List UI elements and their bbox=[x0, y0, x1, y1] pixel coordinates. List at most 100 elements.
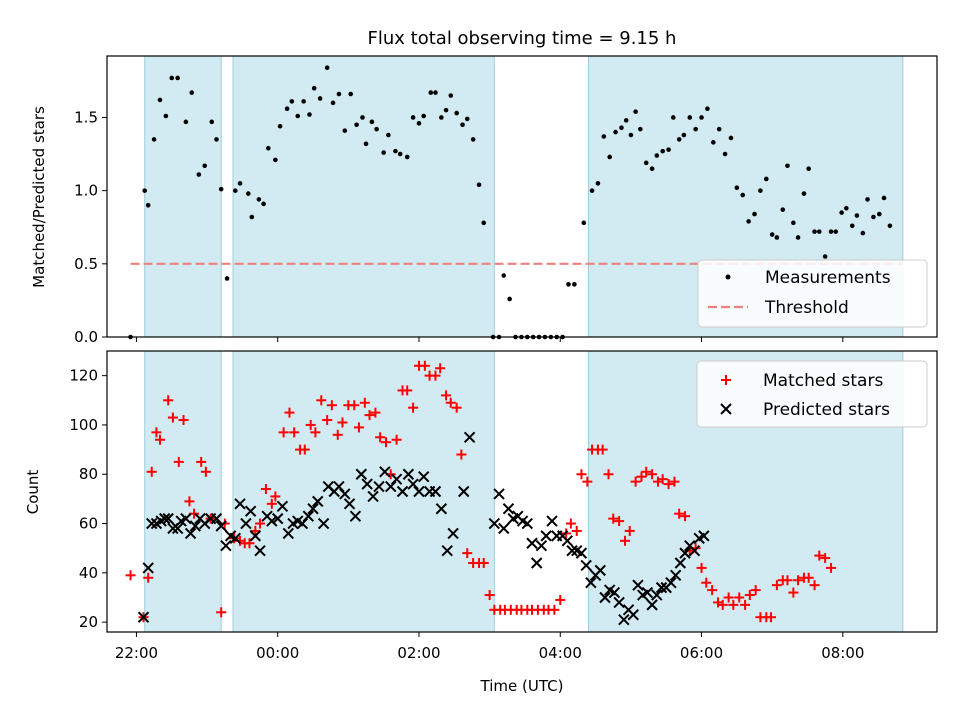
matched-star-point bbox=[167, 412, 178, 423]
matched-star-point bbox=[200, 466, 211, 477]
predicted-star-point bbox=[254, 544, 266, 557]
measurement-point bbox=[209, 119, 215, 125]
matched-star-point bbox=[582, 476, 593, 487]
observing-interval bbox=[232, 55, 495, 338]
x-tick-label: 06:00 bbox=[680, 644, 723, 662]
matched-star-point bbox=[788, 587, 799, 598]
predicted-star-point bbox=[220, 540, 232, 552]
matched-star-point bbox=[284, 407, 295, 418]
predicted-star-point bbox=[272, 512, 284, 525]
measurement-point bbox=[169, 75, 175, 81]
predicted-star-point bbox=[669, 569, 682, 582]
measurement-point bbox=[601, 134, 607, 139]
predicted-star-point bbox=[215, 520, 227, 532]
measurement-point bbox=[142, 188, 147, 193]
predicted-star-point bbox=[302, 510, 315, 522]
matched-star-point bbox=[419, 360, 430, 371]
measurement-point bbox=[433, 90, 438, 95]
matched-star-point bbox=[803, 572, 814, 583]
predicted-star-point bbox=[385, 480, 397, 493]
matched-star-point bbox=[565, 518, 576, 529]
matched-star-point bbox=[707, 585, 718, 596]
predicted-star-point bbox=[361, 478, 373, 490]
measurement-point bbox=[460, 122, 465, 128]
measurement-point bbox=[289, 99, 295, 104]
measurement-point bbox=[746, 219, 751, 224]
matched-star-point bbox=[435, 363, 446, 374]
legend-measurement-marker bbox=[725, 274, 731, 280]
measurement-point bbox=[623, 118, 629, 123]
matched-star-point bbox=[696, 562, 707, 573]
measurement-point bbox=[780, 207, 786, 212]
measurement-point bbox=[481, 220, 487, 226]
measurement-point bbox=[256, 197, 262, 202]
measurement-point bbox=[722, 151, 728, 157]
observing-interval bbox=[144, 350, 222, 633]
y-tick-label: 0.0 bbox=[74, 328, 98, 346]
matched-star-point bbox=[555, 594, 566, 605]
predicted-star-point bbox=[171, 522, 184, 535]
legend-label: Measurements bbox=[765, 268, 891, 288]
matched-star-point bbox=[723, 592, 734, 603]
measurement-point bbox=[342, 128, 348, 133]
legend-label: Predicted stars bbox=[763, 400, 890, 420]
measurement-point bbox=[360, 115, 365, 120]
predicted-star-point bbox=[184, 527, 197, 540]
measurement-point bbox=[628, 132, 634, 138]
measurement-point bbox=[693, 126, 698, 132]
matched-star-point bbox=[603, 469, 614, 480]
legend-predicted-marker bbox=[720, 403, 732, 415]
predicted-star-point bbox=[441, 544, 453, 557]
measurement-point bbox=[758, 188, 763, 193]
predicted-star-point bbox=[458, 485, 470, 498]
measurement-point bbox=[393, 148, 398, 154]
matched-star-point bbox=[196, 456, 207, 467]
matched-star-point bbox=[614, 516, 625, 527]
matched-star-point bbox=[266, 498, 277, 509]
matched-star-point bbox=[184, 496, 195, 507]
measurement-point bbox=[307, 112, 312, 117]
predicted-star-point bbox=[189, 520, 202, 532]
measurement-point bbox=[163, 113, 169, 119]
measurement-point bbox=[324, 65, 330, 71]
predicted-star-point bbox=[402, 468, 415, 480]
observing-interval bbox=[232, 350, 495, 633]
predicted-star-point bbox=[566, 544, 578, 557]
matched-star-point bbox=[305, 419, 316, 430]
measurement-point bbox=[839, 210, 844, 215]
y-tick-label: 1.5 bbox=[74, 108, 98, 126]
predicted-star-point bbox=[396, 485, 409, 498]
measurement-point bbox=[860, 230, 866, 236]
matched-star-point bbox=[484, 590, 495, 601]
matched-star-point bbox=[571, 525, 582, 536]
predicted-star-point bbox=[146, 517, 158, 530]
measurement-point bbox=[374, 126, 379, 132]
predicted-star-point bbox=[435, 503, 448, 515]
measurement-point bbox=[336, 91, 342, 97]
matched-star-point bbox=[154, 434, 165, 445]
predicted-star-point bbox=[526, 537, 538, 549]
measurement-point bbox=[421, 113, 426, 119]
measurement-point bbox=[676, 137, 682, 142]
matched-star-point bbox=[451, 402, 462, 413]
matched-star-point bbox=[608, 513, 619, 524]
predicted-star-point bbox=[229, 532, 242, 545]
measurement-point bbox=[633, 109, 638, 114]
predicted-star-point bbox=[632, 579, 644, 591]
matched-star-point bbox=[163, 395, 174, 406]
measurement-point bbox=[311, 85, 317, 91]
matched-star-point bbox=[244, 538, 255, 549]
predicted-star-point bbox=[312, 495, 324, 508]
measurement-point bbox=[277, 123, 283, 129]
measurement-point bbox=[381, 150, 386, 155]
predicted-star-point bbox=[234, 498, 246, 510]
predicted-star-point bbox=[390, 473, 403, 485]
predicted-star-point bbox=[379, 466, 391, 478]
matched-star-point bbox=[657, 474, 668, 485]
x-axis-label: Time (UTC) bbox=[480, 677, 564, 695]
predicted-star-point bbox=[407, 478, 419, 490]
matched-star-point bbox=[151, 427, 162, 438]
predicted-star-point bbox=[417, 471, 430, 483]
predicted-star-point bbox=[429, 485, 442, 498]
measurement-point bbox=[404, 154, 410, 160]
